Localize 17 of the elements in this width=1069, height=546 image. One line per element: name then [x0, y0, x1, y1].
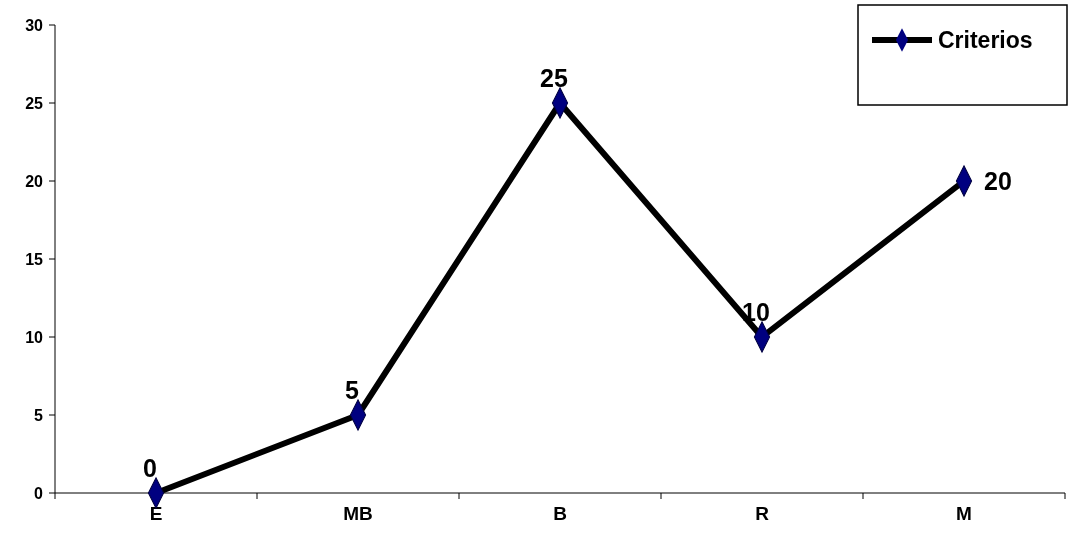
data-label: 5 [345, 376, 360, 404]
data-label: 20 [984, 167, 1012, 195]
x-tick-label: MB [343, 503, 373, 524]
x-tick-label: B [553, 503, 567, 524]
legend-label: Criterios [938, 27, 1033, 54]
y-tick-label: 25 [25, 94, 44, 112]
data-label: 0 [143, 454, 157, 482]
y-tick-label: 20 [25, 172, 44, 190]
x-tick-label: E [149, 503, 163, 524]
data-label: 25 [540, 64, 568, 92]
y-tick-label: 5 [34, 406, 44, 424]
y-tick-label: 10 [25, 328, 44, 346]
y-tick-label: 0 [34, 484, 44, 502]
x-tick-label: M [956, 503, 972, 524]
y-tick-label: 15 [25, 250, 44, 268]
x-tick-label: R [755, 503, 770, 524]
y-tick-label: 30 [25, 16, 44, 34]
